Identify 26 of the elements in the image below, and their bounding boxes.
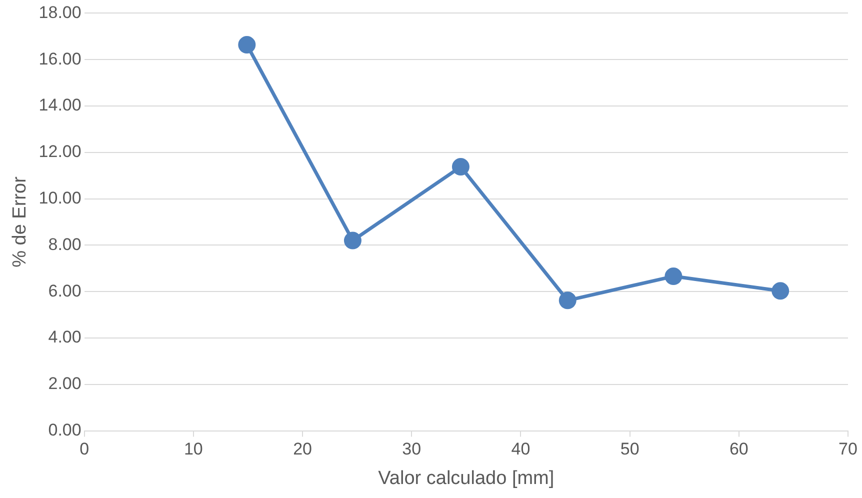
x-axis-title: Valor calculado [mm]: [378, 468, 554, 489]
x-tick-label: 10: [184, 440, 203, 459]
x-tick-label: 0: [80, 440, 90, 459]
y-tick-label: 6.00: [48, 281, 82, 300]
point: [664, 268, 682, 286]
point: [238, 36, 256, 54]
x-tick-label: 50: [620, 440, 640, 459]
point: [772, 282, 790, 300]
point: [558, 292, 576, 310]
x-tick-label: 60: [729, 440, 748, 459]
x-tick-label: 40: [511, 440, 530, 459]
x-tick-label: 30: [402, 440, 422, 459]
y-tick-label: 10.00: [38, 188, 82, 208]
y-tick-label: 12.00: [38, 142, 82, 162]
y-axis-title: % de Error: [10, 176, 31, 268]
x-tick-label: 20: [293, 440, 312, 459]
x-tick-label: 70: [838, 440, 858, 459]
y-tick-label: 18.00: [38, 2, 82, 22]
y-tick-label: 14.00: [38, 96, 82, 115]
y-tick-label: 8.00: [48, 234, 82, 254]
y-tick-label: 16.00: [38, 49, 82, 68]
y-tick-label: 0.00: [48, 420, 82, 440]
point: [452, 158, 470, 176]
point: [344, 232, 362, 250]
y-tick-label: 4.00: [48, 328, 82, 347]
y-tick-label: 2.00: [48, 374, 82, 394]
